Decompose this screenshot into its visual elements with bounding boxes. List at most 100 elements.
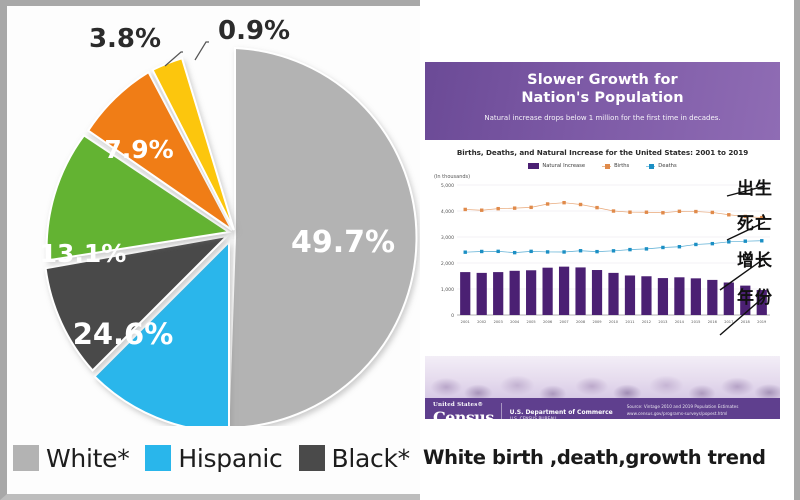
pie-chart-graphic: 49.7% 24.6% 13.1% 7.9% 3.8% 0.9% (13, 14, 421, 426)
marker-births[interactable] (611, 209, 616, 213)
marker-births[interactable] (743, 214, 747, 219)
marker-deaths[interactable] (529, 249, 533, 254)
bar-natural-increase[interactable] (591, 270, 603, 315)
marker-births[interactable] (595, 205, 599, 210)
bar-natural-increase[interactable] (575, 267, 586, 315)
plot-svg: 0 1,000 2,000 3,000 4,000 5,000 2001 2002 2003 20… (441, 183, 770, 324)
marker-births[interactable] (628, 210, 632, 214)
pie-slice-hispanic[interactable] (93, 239, 230, 426)
bar-natural-increase[interactable] (493, 272, 504, 315)
bar-natural-increase[interactable] (723, 282, 734, 316)
x-tick-label: 2015 (691, 320, 700, 324)
marker-deaths[interactable] (694, 242, 698, 247)
bar-natural-increase[interactable] (624, 275, 636, 315)
chart-legend-label-deaths: Deaths (658, 163, 677, 169)
y-axis-unit-label: (In thousands) (434, 174, 471, 180)
marker-births[interactable] (644, 210, 649, 214)
marker-births[interactable] (677, 209, 682, 214)
marker-deaths[interactable] (463, 250, 467, 254)
x-tick-label: 2018 (741, 320, 751, 324)
bar-natural-increase[interactable] (608, 272, 619, 315)
marker-births[interactable] (760, 215, 764, 220)
marker-births[interactable] (727, 213, 731, 217)
legend-label-black: Black* (331, 443, 411, 473)
marker-births[interactable] (480, 208, 484, 212)
legend-swatch-hispanic-icon (145, 445, 172, 471)
chart-legend-item-births[interactable]: Births (602, 163, 629, 169)
marker-deaths[interactable] (644, 247, 649, 251)
marker-deaths[interactable] (628, 247, 632, 252)
footer-dept-line1: U.S. Department of Commerce (509, 408, 613, 416)
bar-natural-increase[interactable] (460, 272, 471, 315)
bar-natural-increase[interactable] (707, 279, 718, 315)
marker-births[interactable] (578, 202, 583, 207)
marker-deaths[interactable] (710, 241, 715, 246)
x-tick-label: 2007 (560, 320, 569, 324)
chart-legend-item-deaths[interactable]: Deaths (646, 163, 677, 169)
bar-natural-increase[interactable] (674, 277, 685, 315)
marker-births[interactable] (694, 209, 698, 214)
footer-source-line1: Source: Vintage 2010 and 2019 Population… (626, 404, 739, 410)
infographic-title: Slower Growth for Nation's Population (425, 71, 780, 107)
y-tick-label: 0 (451, 313, 454, 319)
pie-slice-black[interactable] (44, 234, 230, 372)
marker-deaths[interactable] (611, 249, 616, 253)
marker-births[interactable] (545, 202, 550, 206)
bar-natural-increase[interactable] (690, 278, 701, 315)
marker-births[interactable] (529, 205, 533, 210)
pie-slice-green[interactable] (45, 134, 232, 262)
census-logo-wordmark: Census (433, 407, 494, 419)
footer-dept-line2: U.S. CENSUS BUREAU (510, 417, 613, 419)
marker-deaths[interactable] (496, 249, 500, 254)
annotation-year-cn: 年份 (737, 288, 773, 308)
marker-deaths[interactable] (595, 249, 599, 254)
x-tick-label: 2012 (642, 320, 651, 324)
legend-item-black[interactable]: Black* (298, 443, 411, 473)
pie-slice-orange[interactable] (86, 70, 233, 231)
marker-births[interactable] (512, 206, 517, 210)
marker-births[interactable] (562, 200, 566, 205)
marker-births[interactable] (710, 210, 715, 215)
x-tick-label: 2013 (658, 320, 667, 324)
x-tick-label: 2019 (757, 320, 767, 324)
marker-deaths[interactable] (677, 245, 682, 249)
x-tick-label: 2005 (527, 320, 536, 324)
bar-natural-increase[interactable] (641, 276, 652, 315)
pie-label-green: 7.9% (104, 135, 173, 164)
legend-line-births-icon (602, 163, 612, 169)
bar-natural-increase[interactable] (476, 272, 487, 315)
bar-natural-increase[interactable] (657, 278, 669, 315)
marker-deaths[interactable] (562, 250, 566, 254)
bar-natural-increase[interactable] (526, 270, 537, 315)
marker-deaths[interactable] (743, 239, 747, 243)
legend-line-deaths-icon (646, 163, 656, 169)
marker-deaths[interactable] (760, 239, 764, 243)
marker-deaths[interactable] (578, 249, 583, 253)
y-tick-label: 1,000 (441, 287, 454, 293)
x-tick-label: 2010 (609, 320, 619, 324)
y-tick-label: 3,000 (441, 235, 454, 241)
marker-deaths[interactable] (727, 240, 731, 244)
bar-natural-increase[interactable] (542, 267, 553, 315)
marker-births[interactable] (661, 211, 665, 215)
legend-item-white[interactable]: White* (13, 444, 130, 473)
bar-natural-increase[interactable] (558, 266, 570, 315)
marker-deaths[interactable] (480, 249, 484, 254)
x-tick-label: 2016 (708, 320, 718, 324)
annotation-growth-cn: 增长 (737, 251, 773, 271)
chart-legend-item-natural-increase[interactable]: Natural Increase (528, 163, 585, 169)
x-tick-label: 2011 (625, 320, 634, 324)
pie-label-black: 13.1% (40, 239, 127, 268)
pie-label-orange: 3.8% (89, 24, 161, 54)
legend-swatch-white-icon (13, 445, 39, 471)
marker-deaths[interactable] (545, 250, 550, 254)
pie-slice-white[interactable] (227, 46, 418, 426)
marker-births[interactable] (496, 206, 500, 211)
marker-deaths[interactable] (661, 245, 665, 250)
legend-item-hispanic[interactable]: Hispanic (145, 444, 283, 473)
x-tick-label: 2001 (461, 320, 470, 324)
marker-deaths[interactable] (512, 250, 517, 255)
bar-natural-increase[interactable] (509, 270, 520, 315)
marker-births[interactable] (463, 207, 467, 212)
x-tick-label: 2003 (494, 320, 503, 324)
